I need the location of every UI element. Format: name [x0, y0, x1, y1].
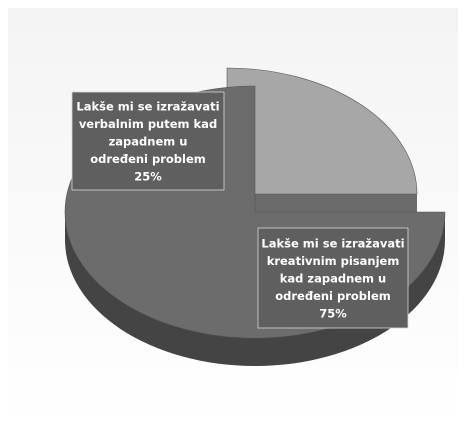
slice-label-line: kad zapadnem u	[280, 271, 386, 285]
slice-label-line: Lakše mi se izražavati	[76, 99, 219, 113]
slice-label-line: određeni problem	[90, 152, 206, 166]
slice-label-line: verbalnim putem kad	[79, 117, 217, 131]
slice-label-line: zapadnem u	[109, 134, 188, 148]
slice-label-line: kreativnim pisanjem	[267, 254, 400, 268]
slice-value-label: 75%	[319, 306, 347, 320]
label-creative: Lakše mi se izražavati kreativnim pisanje…	[257, 227, 409, 329]
slice-value-label: 25%	[134, 169, 162, 183]
slice-label-line: određeni problem	[275, 289, 391, 303]
label-box	[71, 91, 225, 191]
slice-label-line: Lakše mi se izražavati	[261, 236, 404, 250]
pie-slice-verbal	[226, 67, 418, 195]
label-box	[257, 227, 409, 329]
label-verbal: Lakše mi se izražavati verbalnim putem ka…	[71, 91, 225, 191]
